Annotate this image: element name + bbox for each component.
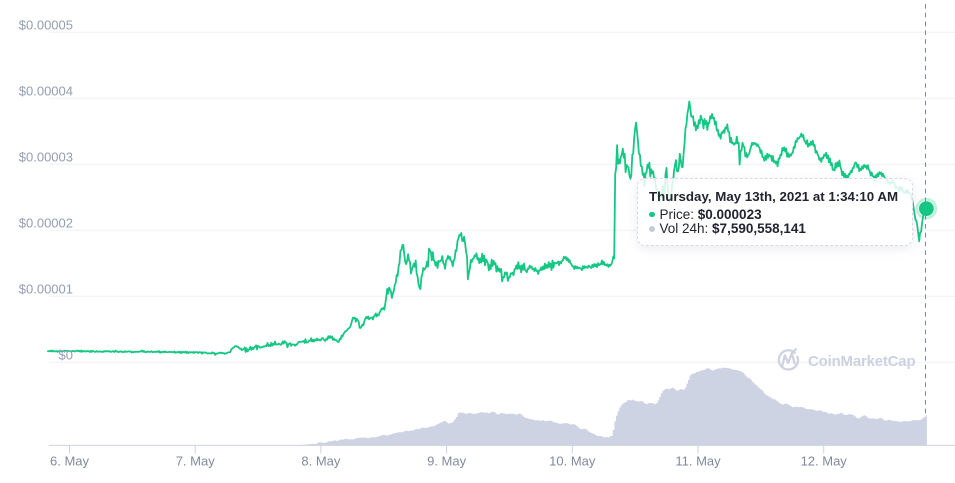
- svg-text:7. May: 7. May: [176, 453, 216, 468]
- svg-text:10. May: 10. May: [549, 453, 596, 468]
- svg-text:$0: $0: [59, 347, 73, 362]
- svg-text:12. May: 12. May: [801, 453, 848, 468]
- svg-text:9. May: 9. May: [427, 453, 467, 468]
- svg-text:8. May: 8. May: [301, 453, 341, 468]
- svg-text:$0.00003: $0.00003: [19, 149, 73, 164]
- svg-text:$0.00005: $0.00005: [19, 17, 73, 32]
- svg-text:$0.00002: $0.00002: [19, 215, 73, 230]
- svg-text:11. May: 11. May: [675, 453, 721, 468]
- svg-text:CoinMarketCap: CoinMarketCap: [808, 353, 915, 370]
- svg-text:$0.00004: $0.00004: [19, 83, 73, 98]
- svg-text:6. May: 6. May: [50, 453, 90, 468]
- svg-text:$0.00001: $0.00001: [19, 281, 73, 296]
